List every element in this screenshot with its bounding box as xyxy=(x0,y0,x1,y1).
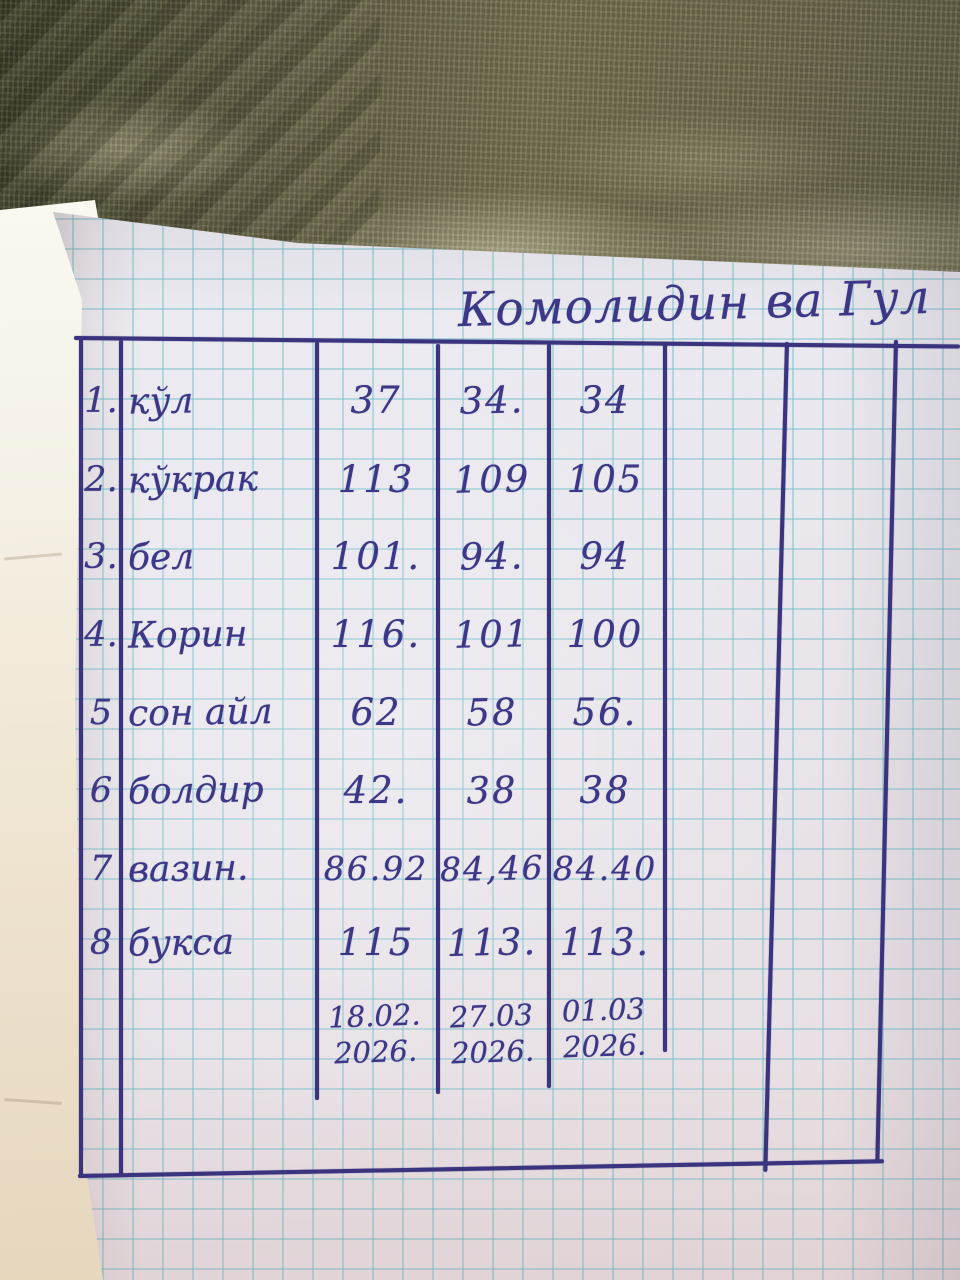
measurement-3: 113. xyxy=(559,921,651,964)
row-number: 1. xyxy=(84,381,118,421)
measurement-1: 62 xyxy=(350,691,402,734)
grid-paper-page xyxy=(53,212,960,1280)
measurement-3: 100 xyxy=(566,613,644,656)
row-number: 3. xyxy=(84,537,118,577)
table-column-line xyxy=(436,344,440,1094)
date-cell: 01.03 2026. xyxy=(547,990,661,1066)
row-label: Корин xyxy=(127,613,248,657)
measurement-3: 84.40 xyxy=(552,849,658,888)
table-row: 3. бел 101. 94. 94 xyxy=(0,524,960,594)
row-number: 2. xyxy=(84,460,118,500)
measurement-1: 86.92 xyxy=(323,849,429,888)
row-label: болдир xyxy=(127,769,264,813)
measurement-3: 94 xyxy=(579,535,631,578)
table-row: 1. кўл 37 34. 34 xyxy=(0,368,960,438)
date-day: 01.03 xyxy=(561,991,646,1029)
measurement-3: 38 xyxy=(579,769,631,812)
date-year: 2026. xyxy=(333,1033,418,1071)
row-label: кўкрак xyxy=(127,458,259,502)
date-cell: 18.02. 2026. xyxy=(317,996,433,1072)
measurement-1: 37 xyxy=(350,379,402,422)
date-day: 18.02. xyxy=(327,997,422,1035)
measurement-2: 109 xyxy=(453,457,531,502)
row-number: 4. xyxy=(84,615,118,655)
measurement-2: 84,46 xyxy=(439,847,545,890)
page-title: Комолидин ва Гул xyxy=(457,269,932,339)
measurement-1: 115 xyxy=(337,921,415,964)
measurement-2: 38 xyxy=(465,768,518,813)
date-cell: 27.03 2026. xyxy=(437,996,547,1072)
measurement-1: 101. xyxy=(330,535,422,578)
measurement-3: 34 xyxy=(579,379,631,422)
row-label: сон айл xyxy=(127,691,273,735)
measurement-2: 101 xyxy=(453,612,531,657)
row-number: 5 xyxy=(89,693,113,733)
date-row: 18.02. 2026. 27.03 2026. 01.03 2026. xyxy=(0,992,960,1088)
date-year: 2026. xyxy=(562,1027,647,1065)
row-label: кўл xyxy=(127,380,194,423)
date-year: 2026. xyxy=(450,1033,535,1071)
measurement-2: 58 xyxy=(465,690,518,735)
measurement-2: 113. xyxy=(446,920,538,965)
row-label: букса xyxy=(127,921,235,965)
table-row: 6 болдир 42. 38 38 xyxy=(0,758,960,828)
measurement-3: 105 xyxy=(566,458,644,501)
table-left-border xyxy=(79,338,83,1176)
date-day: 27.03 xyxy=(449,997,534,1035)
table-column-line xyxy=(119,340,123,1176)
measurement-3: 56. xyxy=(572,691,638,734)
row-label: бел xyxy=(127,536,195,579)
table-row: 7 вазин. 86.92 84,46 84.40 xyxy=(0,836,960,906)
measurement-1: 113 xyxy=(337,458,415,501)
table-column-line xyxy=(315,342,319,1100)
table-row: 4. Корин 116. 101 100 xyxy=(0,602,960,672)
measurement-2: 34. xyxy=(459,378,525,423)
row-label: вазин. xyxy=(127,847,249,891)
table-column-line xyxy=(547,344,551,1088)
row-number: 8 xyxy=(89,923,113,963)
table-column-line xyxy=(663,344,667,1052)
measurement-2: 94. xyxy=(459,534,525,579)
measurement-1: 42. xyxy=(343,769,409,812)
row-number: 7 xyxy=(89,849,113,889)
table-row: 8 букса 115 113. 113. xyxy=(0,910,960,980)
row-number: 6 xyxy=(89,771,113,811)
table-row: 5 сон айл 62 58 56. xyxy=(0,680,960,750)
measurement-1: 116. xyxy=(330,613,422,656)
table-row: 2. кўкрак 113 109 105 xyxy=(0,447,960,517)
